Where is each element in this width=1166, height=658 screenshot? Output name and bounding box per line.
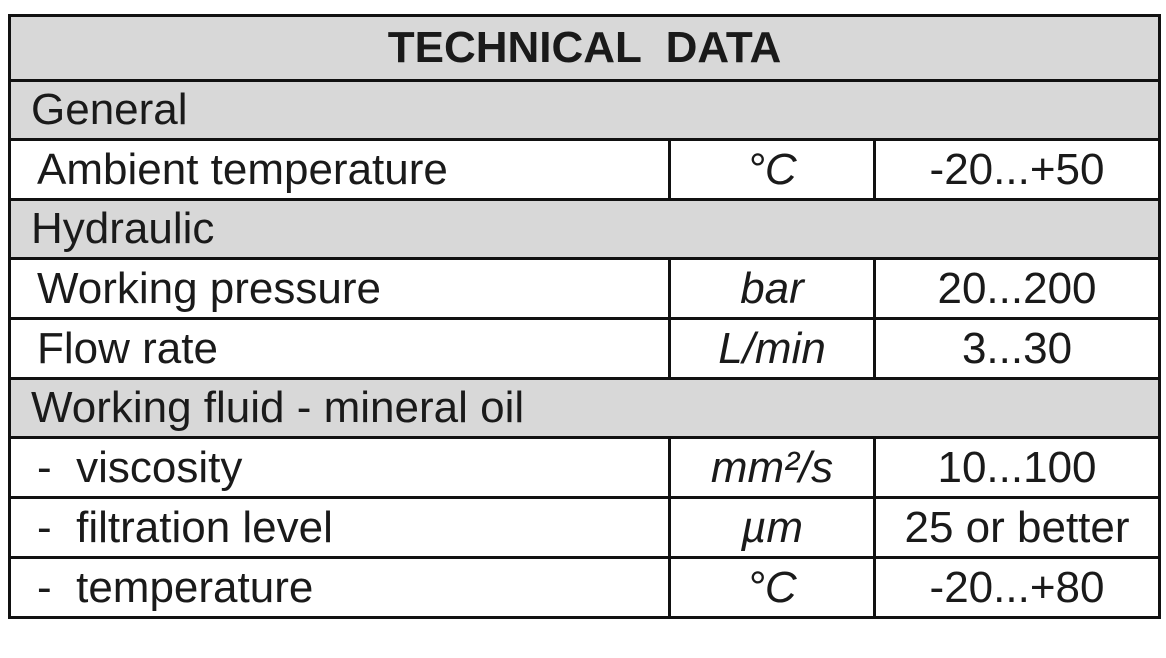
data-row: Ambient temperature °C -20...+50 (8, 138, 1162, 201)
value: -20...+50 (872, 138, 1162, 201)
value: 25 or better (872, 496, 1162, 559)
section-name: General (7, 79, 1162, 141)
value: 10...100 (872, 436, 1162, 499)
parameter: Working pressure (8, 257, 671, 320)
section-name: Working fluid - mineral oil (7, 377, 1162, 439)
parameter: - viscosity (8, 436, 671, 499)
data-row: - viscosity mm²/s 10...100 (8, 436, 1162, 499)
section-row: Hydraulic (7, 198, 1162, 260)
data-row: Working pressure bar 20...200 (8, 257, 1162, 320)
value: -20...+80 (872, 556, 1162, 619)
title-row: TECHNICAL DATA (7, 14, 1162, 82)
section-row: General (7, 79, 1162, 141)
parameter: Flow rate (8, 317, 671, 380)
value: 3...30 (872, 317, 1162, 380)
parameter: - filtration level (8, 496, 671, 559)
unit: µm (668, 496, 876, 559)
technical-data-table: TECHNICAL DATA General Ambient temperatur… (7, 14, 1162, 619)
unit: °C (668, 556, 876, 619)
unit: L/min (668, 317, 876, 380)
table-title: TECHNICAL DATA (7, 14, 1162, 82)
unit: mm²/s (668, 436, 876, 499)
section-name: Hydraulic (7, 198, 1162, 260)
parameter: - temperature (8, 556, 671, 619)
parameter: Ambient temperature (8, 138, 671, 201)
table-body: TECHNICAL DATA General Ambient temperatur… (7, 14, 1162, 619)
unit: °C (668, 138, 876, 201)
data-row: - filtration level µm 25 or better (8, 496, 1162, 559)
section-row: Working fluid - mineral oil (7, 377, 1162, 439)
value: 20...200 (872, 257, 1162, 320)
data-row: Flow rate L/min 3...30 (8, 317, 1162, 380)
data-row: - temperature °C -20...+80 (8, 556, 1162, 619)
unit: bar (668, 257, 876, 320)
